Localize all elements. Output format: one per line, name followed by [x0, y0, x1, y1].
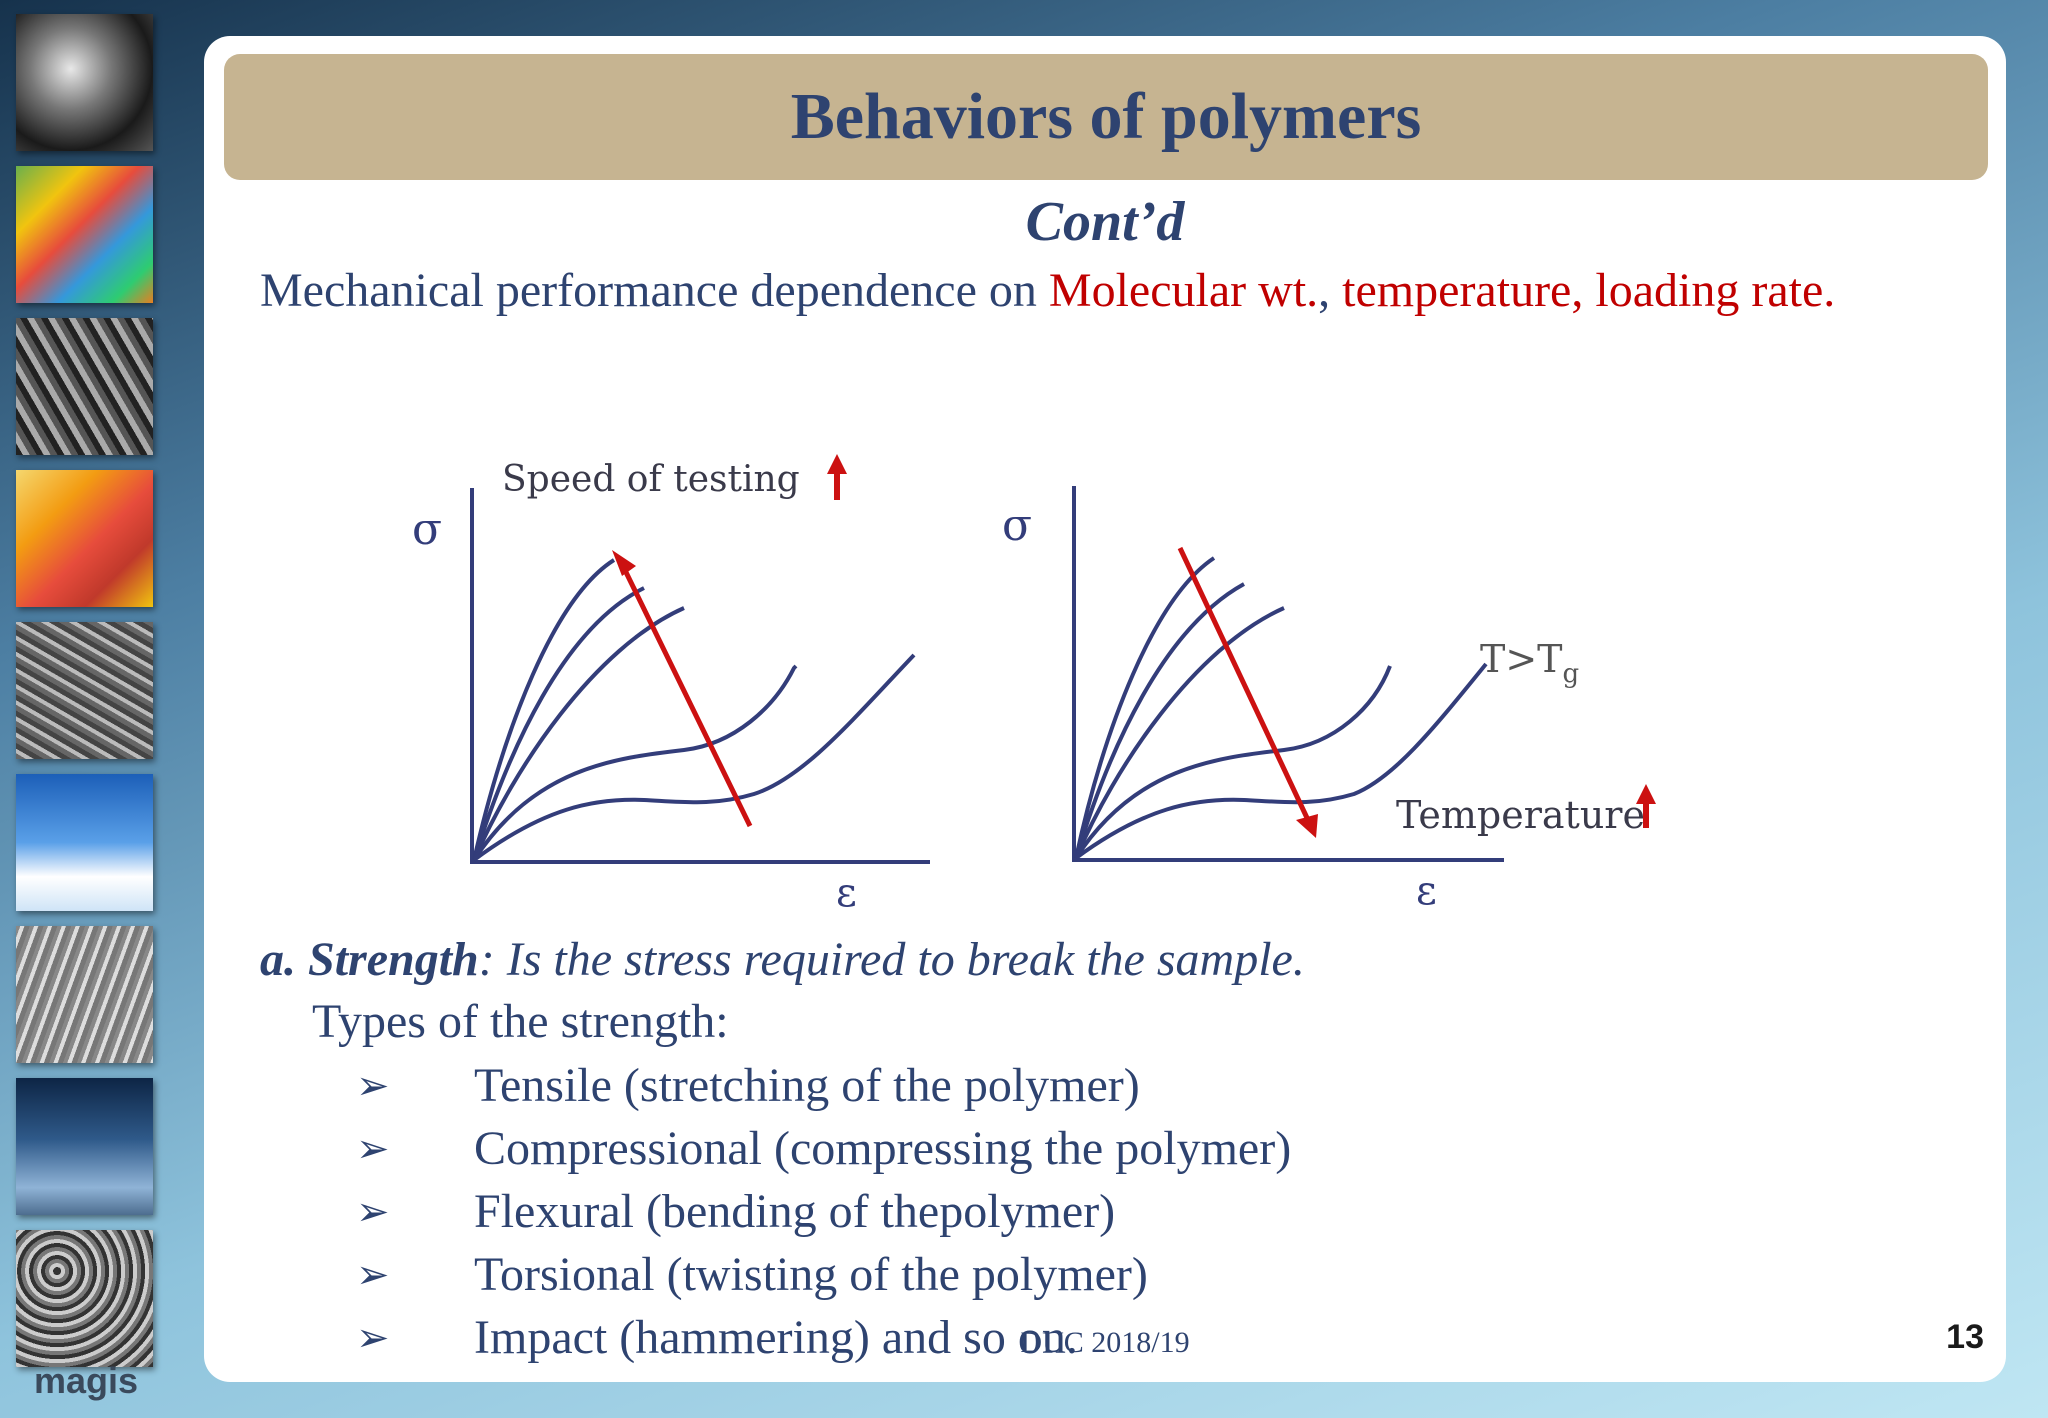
stress-strain-graph-temperature: σ ε T>Tg Temperature	[1002, 486, 1656, 914]
curve-1	[472, 558, 616, 861]
stress-curves	[472, 558, 916, 862]
list-item-text: Compressional (compressing the polymer)	[474, 1122, 1292, 1175]
fibers-micrograph	[16, 318, 153, 455]
heat-map-cube	[16, 470, 153, 607]
curve-4	[472, 664, 798, 862]
intro-separator: ,	[1318, 264, 1343, 317]
wind-turbine-image	[16, 1078, 153, 1215]
arrow-bullet-icon: ➢	[356, 1063, 390, 1108]
red-trend-arrow	[1177, 546, 1318, 838]
list-item: ➢ Compressional (compressing the polymer)	[356, 1117, 1291, 1180]
magis-logo: magis	[33, 1360, 139, 1401]
arrow-bullet-icon: ➢	[356, 1315, 390, 1360]
y-axis-sigma: σ	[1002, 500, 1032, 551]
list-item-text: Torsional (twisting of the polymer)	[474, 1248, 1148, 1301]
curve-2	[1074, 582, 1245, 859]
types-heading: Types of the strength:	[312, 995, 729, 1048]
up-arrow-icon	[1636, 784, 1656, 828]
arrow-bullet-icon: ➢	[356, 1189, 390, 1234]
x-axis-epsilon: ε	[836, 870, 857, 916]
list-item: ➢ Torsional (twisting of the polymer)	[356, 1243, 1291, 1306]
intro-highlight-molecular: Molecular wt.	[1048, 264, 1319, 317]
axes	[1072, 486, 1504, 862]
turbine-image	[16, 14, 153, 151]
curve-4	[1074, 665, 1392, 860]
page-number: 13	[1946, 1318, 1984, 1356]
stress-strain-graph-speed: σ ε Speed of testing	[412, 454, 930, 916]
list-item-text: Flexural (bending of thepolymer)	[474, 1185, 1116, 1238]
list-item-text: Tensile (stretching of the polymer)	[474, 1059, 1140, 1112]
footer-text: DUC 2018/19	[1020, 1326, 1190, 1359]
curve-3	[1074, 606, 1285, 859]
up-arrow-icon	[827, 454, 847, 500]
list-item: ➢ Tensile (stretching of the polymer)	[356, 1054, 1291, 1117]
list-item: ➢ Flexural (bending of thepolymer)	[356, 1180, 1291, 1243]
strength-types-list: ➢ Tensile (stretching of the polymer) ➢ Co…	[356, 1054, 1291, 1369]
curve-1	[1074, 556, 1216, 859]
strength-definition: a. Strength: Is the stress required to b…	[260, 932, 1305, 987]
curve-3	[472, 606, 685, 861]
simulation-block-image	[16, 166, 153, 303]
intro-text: Mechanical performance dependence on Mol…	[260, 260, 1980, 322]
curve-2	[472, 586, 645, 861]
strength-label: a. Strength	[260, 933, 479, 986]
temperature-label: Temperature	[1396, 793, 1645, 837]
microstructure-image	[16, 622, 153, 759]
curve-5	[472, 653, 916, 862]
slide-card: Behaviors of polymers Cont’d Mechanical …	[204, 36, 2006, 1382]
title-bar: Behaviors of polymers	[224, 54, 1988, 180]
x-axis-epsilon: ε	[1416, 868, 1437, 914]
list-item: ➢ Impact (hammering) and so on.	[356, 1306, 1291, 1369]
list-item-text: Impact (hammering) and so on.	[474, 1311, 1078, 1364]
intro-highlight-temperature: temperature, loading rate.	[1342, 264, 1836, 317]
slide-title: Behaviors of polymers	[790, 80, 1422, 153]
axes	[470, 488, 930, 864]
y-axis-sigma: σ	[412, 504, 442, 555]
grain-micrograph	[16, 1230, 153, 1367]
surface-micrograph	[16, 926, 153, 1063]
intro-plain: Mechanical performance dependence on	[260, 264, 1049, 317]
arrow-bullet-icon: ➢	[356, 1126, 390, 1171]
strength-text: : Is the stress required to break the sa…	[478, 933, 1305, 986]
speed-of-testing-label: Speed of testing	[502, 459, 800, 500]
arrow-bullet-icon: ➢	[356, 1252, 390, 1297]
t-greater-tg-label: T>Tg	[1480, 637, 1579, 689]
airplane-image	[16, 774, 153, 911]
slide-subtitle: Cont’d	[1025, 191, 1185, 253]
red-trend-arrow	[612, 550, 753, 828]
